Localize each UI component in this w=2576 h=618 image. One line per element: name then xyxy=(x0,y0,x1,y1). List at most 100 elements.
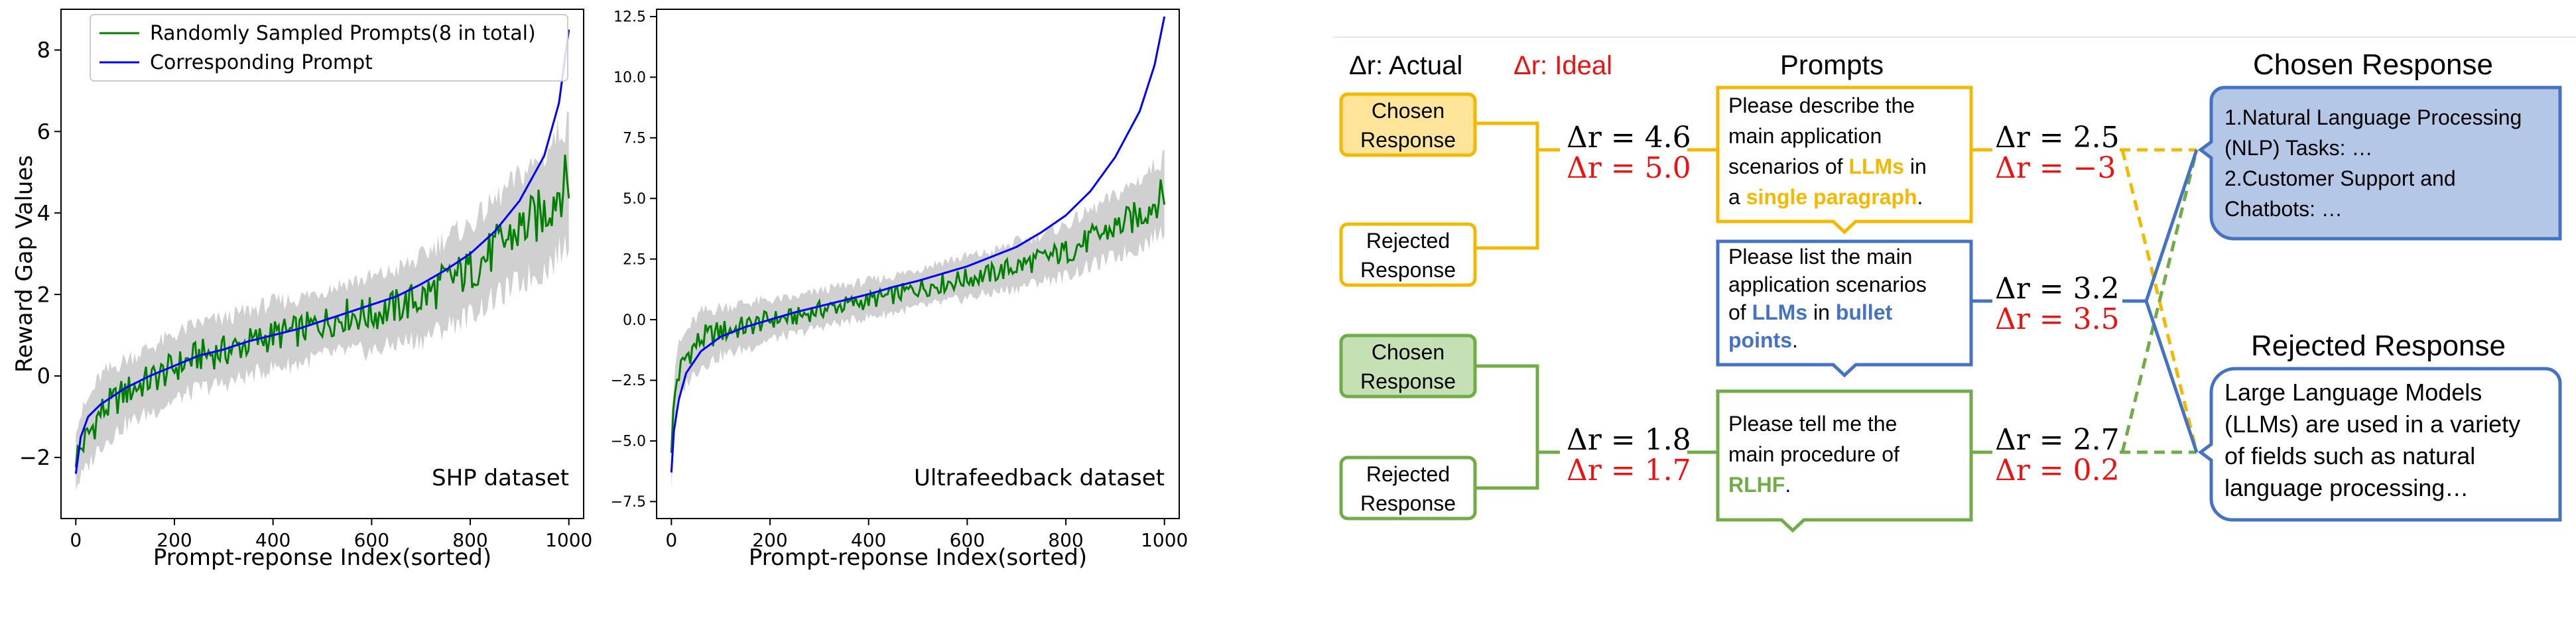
prompt-line: scenarios of LLMs in xyxy=(1728,154,1927,178)
prompt-run: Please list the main xyxy=(1728,245,1912,269)
uf-ytick-label: 5.0 xyxy=(623,191,646,208)
chosen-response-line2: Response xyxy=(1360,128,1456,152)
uf-ytick-label: 12.5 xyxy=(613,9,646,26)
shp-variance-band xyxy=(76,111,569,491)
shp-band-area xyxy=(76,111,569,491)
shp-xtick-label: 200 xyxy=(157,529,192,551)
shp-axes-frame xyxy=(60,9,584,519)
pair-bracket xyxy=(1475,364,1539,490)
shp-legend: Randomly Sampled Prompts(8 in total) Cor… xyxy=(90,14,568,82)
rejected-response-line2: Response xyxy=(1360,258,1456,282)
prompt-run: bullet xyxy=(1836,300,1893,324)
prompt-line: main application xyxy=(1728,124,1882,148)
prompt-run: main application xyxy=(1728,124,1882,148)
pair-actual-gap: Δr = 4.6 xyxy=(1567,121,1691,154)
prompt-run: LLMs xyxy=(1848,154,1904,178)
prompt-callout-yellow: Please describe the main application scena… xyxy=(1716,86,1973,235)
chosen-response-callout: 1.Natural Language Processing (NLP) Tasks… xyxy=(2197,86,2562,241)
shp-ytick-label: 8 xyxy=(37,38,50,63)
prompt-run: RLHF xyxy=(1728,473,1785,497)
rejected-response-line1: Rejected xyxy=(1366,229,1450,253)
uf-axes-frame xyxy=(656,9,1180,519)
chosen-response-bubble xyxy=(2197,86,2562,241)
uf-band-area xyxy=(671,150,1165,487)
prompt-line: of LLMs in bullet xyxy=(1728,300,1892,324)
prompt3-gaps: Δr = 2.7 Δr = 0.2 xyxy=(1971,423,2120,487)
pair-bracket xyxy=(1475,121,1539,250)
response-pair-yellow: Chosen Response Rejected Response Δr = 4… xyxy=(1339,92,1716,287)
shp-ytick-label: 0 xyxy=(37,363,50,389)
response-connectors xyxy=(2120,148,2199,454)
uf-sampled-line xyxy=(670,179,1166,454)
shp-xlabel: Prompt-reponse Index(sorted) xyxy=(153,544,491,571)
uf-xlabel: Prompt-reponse Index(sorted) xyxy=(749,544,1087,571)
header-chosen-response: Chosen Response xyxy=(2253,48,2493,81)
response-line: (LLMs) are used in a variety xyxy=(2224,410,2520,438)
uf-y-ticks: −7.5 −5.0 −2.5 0.0 2.5 5.0 7.5 10.0 12.5 xyxy=(611,9,657,511)
response-line: 2.Customer Support and xyxy=(2224,166,2456,190)
prompt-run: . xyxy=(1785,473,1791,497)
blue-connector-up xyxy=(2144,149,2199,302)
chosen-response-line2: Response xyxy=(1360,369,1456,393)
response-line: Large Language Models xyxy=(2224,379,2482,406)
uf-xtick-label: 1000 xyxy=(1141,529,1188,551)
uf-xtick-label: 0 xyxy=(665,529,677,551)
prompt-line: RLHF. xyxy=(1728,473,1791,497)
uf-x-ticks: 0 200 400 600 800 1000 xyxy=(665,519,1188,551)
shp-xtick-label: 800 xyxy=(452,529,487,551)
prompt2-gaps: Δr = 3.2 Δr = 3.5 xyxy=(1971,272,2120,336)
shp-ytick-label: 4 xyxy=(37,200,50,225)
pair-ideal-gap: Δr = 5.0 xyxy=(1567,151,1691,185)
prompt-line: a single paragraph. xyxy=(1728,185,1923,209)
uf-ytick-label: −5.0 xyxy=(611,434,646,450)
prompt-run: . xyxy=(1792,328,1798,352)
prompt-line: Please tell me the xyxy=(1728,412,1897,436)
prompt-run: LLMs xyxy=(1752,300,1808,324)
callout-box xyxy=(1716,389,1973,533)
prompt-run: Please describe the xyxy=(1728,93,1915,117)
prompt-run: in xyxy=(1807,300,1836,324)
shp-y-ticks: −2 0 2 4 6 8 xyxy=(19,38,61,470)
shp-xtick-label: 400 xyxy=(255,529,290,551)
pair-actual-gap: Δr = 1.8 xyxy=(1567,423,1691,457)
shp-xtick-label: 0 xyxy=(70,529,82,551)
response-line: of fields such as natural xyxy=(2224,442,2475,469)
prompt-run: in xyxy=(1904,154,1927,178)
prompt-callout-blue: Please list the main application scenario… xyxy=(1716,239,1973,378)
reward-gap-diagram: Δr: Actual Δr: Ideal Prompts Chosen Resp… xyxy=(1333,36,2576,533)
prompt-run: Please tell me the xyxy=(1728,412,1897,436)
prompt-ideal-gap: Δr = 0.2 xyxy=(1995,454,2120,487)
prompt-run: main procedure of xyxy=(1728,442,1900,466)
rejected-response-box xyxy=(1339,222,1477,287)
blue-connector-down xyxy=(2144,300,2199,453)
prompt-run: application scenarios xyxy=(1728,273,1927,296)
plot-ultrafeedback: 0 200 400 600 800 1000 −7.5 −5.0 −2.5 0.0 2.5 5.0 7… xyxy=(611,9,1188,571)
rejected-response-callout: Large Language Models (LLMs) are used in … xyxy=(2197,367,2562,522)
prompt-text: Please tell me the main procedure of RLHF. xyxy=(1728,412,1900,497)
uf-corresponding-line xyxy=(670,16,1166,473)
shp-x-ticks: 0 200 400 600 800 1000 xyxy=(70,519,592,551)
shp-series-lines xyxy=(74,29,570,474)
response-line: (NLP) Tasks: … xyxy=(2224,136,2372,160)
prompt-run: of xyxy=(1728,300,1752,324)
prompt-run: . xyxy=(1917,185,1923,209)
prompt-run: scenarios of xyxy=(1728,154,1848,178)
uf-dataset-label: Ultrafeedback dataset xyxy=(914,465,1165,491)
rejected-response-bubble xyxy=(2197,367,2562,522)
prompt-line: main procedure of xyxy=(1728,442,1900,466)
prompt-callout-green: Please tell me the main procedure of RLHF. xyxy=(1716,389,1973,533)
chosen-response-line1: Chosen xyxy=(1372,340,1445,364)
shp-ylabel: Reward Gap Values xyxy=(11,155,38,373)
prompt-line: Please describe the xyxy=(1728,93,1915,117)
shp-ytick-label: 6 xyxy=(37,119,50,145)
prompt-actual-gap: Δr = 3.2 xyxy=(1995,272,2120,306)
shp-corresponding-line xyxy=(74,29,570,474)
legend-box xyxy=(90,14,568,82)
uf-series-lines xyxy=(670,16,1166,473)
prompt-actual-gap: Δr = 2.7 xyxy=(1995,423,2120,457)
response-line: Chatbots: … xyxy=(2224,197,2343,221)
prompt-actual-gap: Δr = 2.5 xyxy=(1995,121,2120,154)
header-rejected-response: Rejected Response xyxy=(2251,330,2506,362)
prompt-text: Please list the main application scenario… xyxy=(1728,245,1927,352)
